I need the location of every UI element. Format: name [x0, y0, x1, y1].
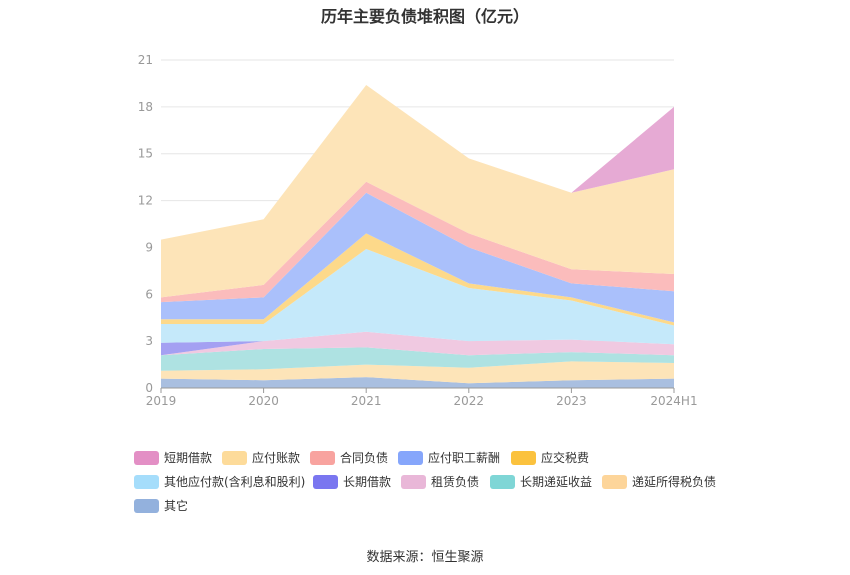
legend-swatch	[602, 474, 627, 489]
legend-item[interactable]: 应付账款	[222, 449, 300, 466]
legend-swatch	[398, 450, 423, 465]
legend-swatch	[401, 474, 426, 489]
legend-swatch	[310, 450, 335, 465]
area-series	[161, 85, 674, 388]
legend-label: 合同负债	[340, 451, 389, 465]
legend-label: 应付账款	[252, 451, 301, 465]
y-tick-label: 12	[138, 194, 153, 208]
legend-label: 长期递延收益	[520, 475, 593, 489]
legend-swatch	[222, 450, 247, 465]
y-tick-label: 6	[145, 287, 153, 301]
legend-item[interactable]: 短期借款	[134, 449, 212, 466]
legend-swatch	[134, 498, 159, 513]
legend-item[interactable]: 递延所得税负债	[602, 473, 716, 490]
legend-label: 长期借款	[343, 475, 392, 489]
data-source-note: 数据来源：恒生聚源	[366, 550, 484, 565]
y-tick-label: 9	[145, 240, 153, 254]
legend-label: 租赁负债	[431, 475, 480, 489]
area-series-3	[161, 331, 674, 356]
area-series-8	[161, 181, 674, 303]
y-tick-label: 21	[138, 53, 153, 67]
x-tick-label: 2024H1	[650, 394, 697, 408]
area-series-9	[161, 85, 674, 298]
area-series-7	[161, 192, 674, 323]
chart-title: 历年主要负债堆积图（亿元）	[320, 7, 529, 26]
legend-label: 其他应付款(含利息和股利)	[164, 475, 306, 489]
x-tick-label: 2021	[351, 394, 382, 408]
x-tick-label: 2020	[248, 394, 279, 408]
legend-swatch	[511, 450, 536, 465]
legend-item[interactable]: 租赁负债	[401, 473, 479, 490]
legend-label: 递延所得税负债	[632, 475, 717, 489]
area-series-0	[161, 377, 674, 388]
legend-item[interactable]: 长期递延收益	[490, 473, 592, 490]
legend-swatch	[490, 474, 515, 489]
x-tick-label: 2019	[146, 394, 177, 408]
y-tick-label: 3	[145, 334, 153, 348]
legend-label: 应付职工薪酬	[428, 451, 501, 465]
legend-item[interactable]: 其他应付款(含利息和股利)	[134, 473, 305, 490]
legend-label: 其它	[164, 499, 189, 513]
axes: 0 3 6 9 12 15 18 21 2019 2020 2021 2022 2023 2024H1	[138, 53, 698, 408]
area-series-6	[161, 233, 674, 326]
area-series-2	[161, 347, 674, 371]
area-series-5	[161, 249, 674, 345]
legend-item[interactable]: 应交税费	[511, 449, 589, 466]
legend-item[interactable]: 其它	[134, 497, 188, 514]
y-tick-label: 0	[145, 381, 153, 395]
x-tick-label: 2022	[454, 394, 485, 408]
legend-swatch	[134, 450, 159, 465]
legend-label: 短期借款	[164, 451, 213, 465]
y-tick-label: 15	[138, 147, 153, 161]
legend-swatch	[313, 474, 338, 489]
legend-item[interactable]: 应付职工薪酬	[398, 449, 500, 466]
y-tick-label: 18	[138, 100, 153, 114]
legend-item[interactable]: 长期借款	[313, 473, 391, 490]
legend-item[interactable]: 合同负债	[310, 449, 388, 466]
legend-swatch	[134, 474, 159, 489]
area-series-1	[161, 361, 674, 384]
legend-label: 应交税费	[541, 451, 590, 465]
x-tick-label: 2023	[556, 394, 587, 408]
